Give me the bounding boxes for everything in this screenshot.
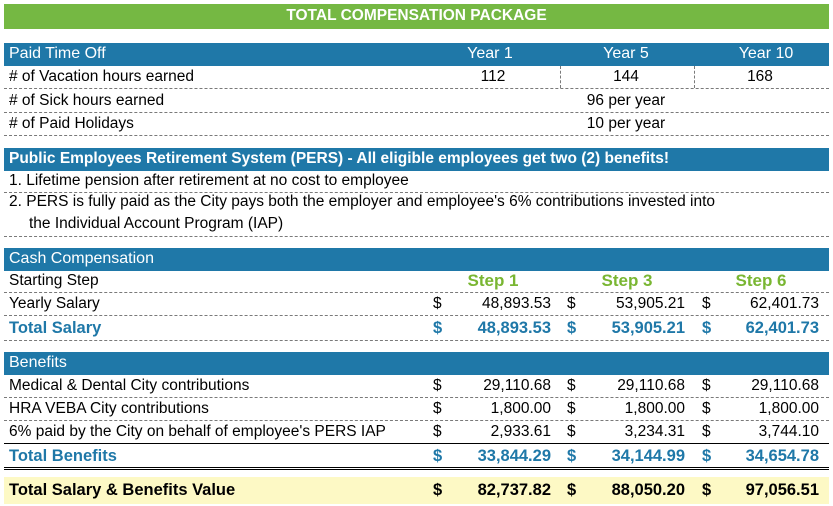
total-salary-step1: 48,893.53 <box>477 319 551 337</box>
benefit-row-value: 2,933.61 <box>490 423 551 440</box>
vacation-year5: 144 <box>613 68 639 85</box>
yearly-salary-step3: 53,905.21 <box>616 295 685 312</box>
total-benefits-label: Total Benefits <box>9 447 117 465</box>
pers-item-2: 2. PERS is fully paid as the City pays b… <box>9 193 716 210</box>
total-benefits-step6: 34,654.78 <box>745 447 819 465</box>
currency-symbol: $ <box>433 377 442 394</box>
divider <box>4 420 829 421</box>
currency-symbol: $ <box>702 447 712 465</box>
currency-symbol: $ <box>433 423 442 440</box>
benefit-row-value: 1,800.00 <box>624 400 685 417</box>
total-benefits-step3: 34,144.99 <box>611 447 685 465</box>
cash-header-label: Cash Compensation <box>9 250 154 267</box>
total-salary-step3: 53,905.21 <box>611 319 685 337</box>
benefit-row-value: 29,110.68 <box>617 377 685 394</box>
divider <box>4 467 829 470</box>
currency-symbol: $ <box>567 377 576 394</box>
total-salary-step6: 62,401.73 <box>745 319 819 337</box>
benefit-row-label: Medical & Dental City contributions <box>9 377 250 394</box>
divider <box>4 88 829 89</box>
yearly-salary-step6: 62,401.73 <box>750 295 819 312</box>
benefit-row-value: 29,110.68 <box>483 377 551 394</box>
step-6-header: Step 6 <box>735 271 787 290</box>
vacation-year10: 168 <box>747 68 773 85</box>
currency-symbol: $ <box>567 400 576 417</box>
divider <box>4 443 829 444</box>
currency-symbol: $ <box>702 319 712 337</box>
grand-total-step6: 97,056.51 <box>745 481 819 499</box>
benefit-row-value: 29,110.68 <box>751 377 819 394</box>
benefit-row-value: 3,744.10 <box>758 423 819 440</box>
yearly-salary-label: Yearly Salary <box>9 295 100 312</box>
holidays-label: # of Paid Holidays <box>9 115 134 132</box>
year-1-header: Year 1 <box>467 45 513 62</box>
currency-symbol: $ <box>567 481 577 499</box>
currency-symbol: $ <box>702 400 711 417</box>
currency-symbol: $ <box>702 295 711 312</box>
benefit-row-value: 1,800.00 <box>758 400 819 417</box>
pto-header: Paid Time Off Year 1 Year 5 Year 10 <box>4 43 829 66</box>
currency-symbol: $ <box>567 447 577 465</box>
currency-symbol: $ <box>433 295 442 312</box>
yearly-salary-step1: 48,893.53 <box>482 295 551 312</box>
pers-header: Public Employees Retirement System (PERS… <box>4 148 829 171</box>
pers-item-2-cont: the Individual Account Program (IAP) <box>29 215 284 232</box>
page-title: TOTAL COMPENSATION PACKAGE <box>286 7 547 24</box>
year-10-header: Year 10 <box>738 45 794 62</box>
grand-total-label: Total Salary & Benefits Value <box>9 481 236 499</box>
sick-label: # of Sick hours earned <box>9 92 165 109</box>
total-benefits-step1: 33,844.29 <box>477 447 551 465</box>
year-5-header: Year 5 <box>603 45 649 62</box>
currency-symbol: $ <box>567 319 577 337</box>
grand-total-band: Total Salary & Benefits Value $ 82,737.8… <box>4 477 829 504</box>
currency-symbol: $ <box>433 481 443 499</box>
benefit-row-label: HRA VEBA City contributions <box>9 400 209 417</box>
step-3-header: Step 3 <box>601 271 653 290</box>
divider <box>4 397 829 398</box>
title-band: TOTAL COMPENSATION PACKAGE <box>4 4 829 29</box>
total-salary-label: Total Salary <box>9 319 102 337</box>
divider <box>4 135 829 136</box>
cash-header: Cash Compensation <box>4 248 829 271</box>
grand-total-step1: 82,737.82 <box>477 481 551 499</box>
benefit-row-value: 3,234.31 <box>624 423 685 440</box>
currency-symbol: $ <box>567 295 576 312</box>
benefit-row-value: 1,800.00 <box>490 400 551 417</box>
grand-total-step3: 88,050.20 <box>611 481 685 499</box>
divider <box>4 340 829 341</box>
currency-symbol: $ <box>702 377 711 394</box>
vacation-label: # of Vacation hours earned <box>9 68 194 85</box>
divider <box>560 66 561 88</box>
divider <box>4 292 829 293</box>
holidays-value: 10 per year <box>586 115 666 132</box>
currency-symbol: $ <box>702 481 712 499</box>
divider <box>4 112 829 113</box>
divider <box>4 236 829 237</box>
currency-symbol: $ <box>567 423 576 440</box>
pers-item-1: 1. Lifetime pension after retirement at … <box>9 172 409 189</box>
currency-symbol: $ <box>433 447 443 465</box>
divider <box>4 315 829 316</box>
benefits-header: Benefits <box>4 352 829 375</box>
currency-symbol: $ <box>433 319 443 337</box>
currency-symbol: $ <box>702 423 711 440</box>
starting-step-label: Starting Step <box>9 272 99 289</box>
step-1-header: Step 1 <box>467 271 519 290</box>
vacation-year1: 112 <box>480 68 506 85</box>
pers-header-label: Public Employees Retirement System (PERS… <box>9 150 670 167</box>
divider <box>4 192 829 193</box>
benefits-header-label: Benefits <box>9 354 67 371</box>
divider <box>694 66 695 88</box>
currency-symbol: $ <box>433 400 442 417</box>
benefit-row-label: 6% paid by the City on behalf of employe… <box>9 423 386 440</box>
sick-value: 96 per year <box>586 92 666 109</box>
pto-header-label: Paid Time Off <box>9 45 106 62</box>
